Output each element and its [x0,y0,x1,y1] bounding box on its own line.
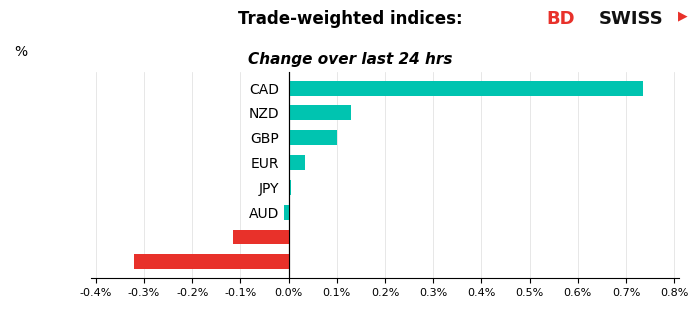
Bar [134,254,288,269]
Bar [284,205,288,220]
Text: Change over last 24 hrs: Change over last 24 hrs [248,52,452,67]
Bar [288,130,337,145]
Text: SWISS: SWISS [598,10,664,28]
Text: Trade-weighted indices:: Trade-weighted indices: [238,10,462,28]
Bar [288,180,291,195]
Bar [288,155,305,170]
Text: BD: BD [546,10,575,28]
Text: ▶: ▶ [678,10,687,23]
Text: %: % [14,45,27,59]
Bar [288,81,643,95]
Bar [288,105,351,120]
Bar [233,230,288,245]
